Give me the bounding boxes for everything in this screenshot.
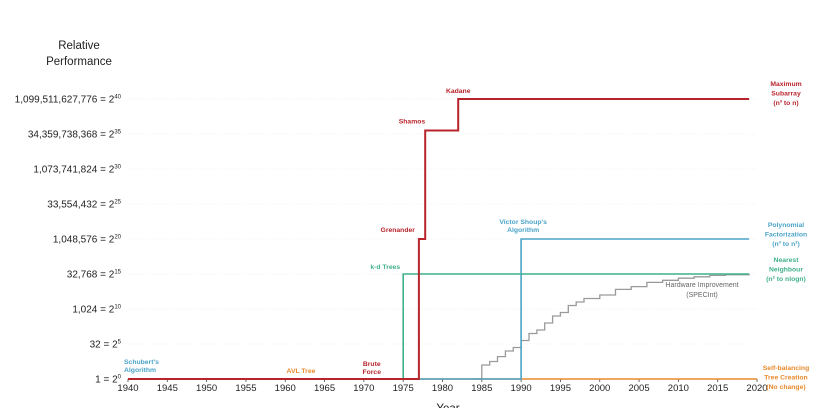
y-tick-label: 33,554,432 = 225 xyxy=(47,200,121,211)
series-end-label: (n³ to n²) xyxy=(772,241,800,248)
series-end-label: Nearest xyxy=(774,257,800,264)
x-tick-label: 2005 xyxy=(628,383,649,394)
annotation-label: Force xyxy=(362,369,381,376)
hardware-label: Hardware Improvement xyxy=(665,282,738,289)
x-axis-title-text: Year xyxy=(436,403,459,408)
series-end-label: (No change) xyxy=(766,384,805,391)
y-axis-title-line1: Relative xyxy=(58,40,100,52)
series-line-hardware xyxy=(474,274,750,380)
y-axis-title: Relative Performance xyxy=(46,40,112,68)
x-tick-label: 1965 xyxy=(314,383,335,394)
x-axis-title: Year xyxy=(436,403,459,408)
y-tick-label: 1,073,741,824 = 230 xyxy=(33,165,121,176)
x-tick-label: 1940 xyxy=(117,383,138,394)
annotation-label: AVL Tree xyxy=(287,368,316,375)
annotation-label: Schubert's xyxy=(124,359,159,366)
series-end-label: (n² to nlogn) xyxy=(766,276,806,283)
annotation-label: Algorithm xyxy=(507,227,539,234)
series-end-label: Self-balancing xyxy=(763,365,809,372)
x-tick-label: 1960 xyxy=(275,383,296,394)
x-axis-ticks: 1940 1945 1950 1955 1960 1965 1970 1975 1980 1985… xyxy=(117,378,768,394)
series-lines xyxy=(128,98,757,380)
series-end-label: Polynomial xyxy=(768,222,804,229)
y-tick-label: 32,768 = 215 xyxy=(67,270,122,281)
x-tick-label: 1990 xyxy=(511,383,532,394)
y-axis-title-line2: Performance xyxy=(46,56,112,68)
annotation-label: Grenander xyxy=(381,227,416,234)
x-tick-label: 1995 xyxy=(550,383,571,394)
annotation-label: Algorithm xyxy=(124,367,156,374)
annotation-label: Kadane xyxy=(446,88,471,95)
series-end-labels: Self-balancing Tree Creation (No change) Po… xyxy=(763,81,809,391)
annotation-label: Shamos xyxy=(399,119,426,126)
y-tick-label: 1 = 20 xyxy=(95,375,122,386)
x-tick-label: 2010 xyxy=(668,383,689,394)
annotation-label: Brute xyxy=(363,361,381,368)
series-end-label: Tree Creation xyxy=(764,375,807,382)
annotation-label: Victor Shoup's xyxy=(499,219,547,226)
series-line-nearest_neighbour xyxy=(128,273,750,380)
y-tick-label: 34,359,738,368 = 235 xyxy=(28,130,122,141)
x-tick-label: 1955 xyxy=(235,383,256,394)
series-end-label: (n³ to n) xyxy=(773,100,798,107)
x-tick-label: 1945 xyxy=(157,383,178,394)
y-tick-label: 32 = 25 xyxy=(90,340,122,351)
x-tick-label: 1975 xyxy=(393,383,414,394)
x-tick-label: 2015 xyxy=(707,383,728,394)
x-tick-label: 1950 xyxy=(196,383,217,394)
y-tick-label: 1,048,576 = 220 xyxy=(53,235,122,246)
x-tick-label: 2020 xyxy=(746,383,767,394)
series-line-max_subarray xyxy=(128,98,750,380)
series-end-label: Neighbour xyxy=(769,267,803,274)
series-end-label: Factorization xyxy=(765,232,807,239)
y-axis-ticks: 1 = 20 32 = 25 1,024 = 210 32,768 = 215 1,04… xyxy=(15,95,757,386)
x-tick-label: 1970 xyxy=(353,383,374,394)
annotation-label: k-d Trees xyxy=(370,264,400,271)
y-tick-label: 1,099,511,627,776 = 240 xyxy=(15,95,122,106)
x-tick-label: 2000 xyxy=(589,383,610,394)
hardware-label: (SPECInt) xyxy=(686,292,718,299)
series-end-label: Maximum xyxy=(770,81,801,88)
y-tick-label: 1,024 = 210 xyxy=(72,305,121,316)
x-tick-label: 1985 xyxy=(471,383,492,394)
series-end-label: Subarray xyxy=(771,91,801,98)
x-tick-label: 1980 xyxy=(432,383,453,394)
